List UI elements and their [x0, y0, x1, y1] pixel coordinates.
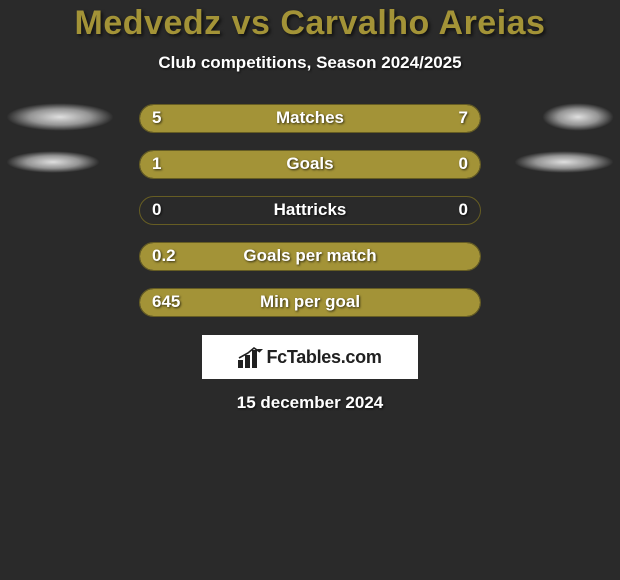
stat-value-right: 7 — [459, 108, 468, 128]
bar-track: Matches 5 7 — [139, 104, 481, 133]
stat-value-left: 0.2 — [152, 246, 176, 266]
stat-label: Goals per match — [243, 246, 376, 266]
stat-value-left: 1 — [152, 154, 161, 174]
comparison-infographic: Medvedz vs Carvalho Areias Club competit… — [0, 0, 620, 413]
stat-value-left: 0 — [152, 200, 161, 220]
stat-row: Matches 5 7 — [0, 103, 620, 133]
bar-track: Goals 1 0 — [139, 150, 481, 179]
stat-value-left: 5 — [152, 108, 161, 128]
stat-value-right: 0 — [459, 154, 468, 174]
logo: FcTables.com — [238, 346, 381, 368]
stat-row: Goals 1 0 — [0, 149, 620, 179]
stat-label: Min per goal — [260, 292, 360, 312]
player-shadow-left — [6, 103, 114, 131]
stat-row: Goals per match 0.2 — [0, 241, 620, 271]
bar-track: Min per goal 645 — [139, 288, 481, 317]
subtitle: Club competitions, Season 2024/2025 — [0, 53, 620, 73]
player-shadow-right — [514, 151, 614, 173]
player-shadow-right — [542, 103, 614, 131]
stat-row: Min per goal 645 — [0, 287, 620, 317]
bar-track: Goals per match 0.2 — [139, 242, 481, 271]
stat-label: Matches — [276, 108, 344, 128]
chart-area: Matches 5 7 Goals 1 0 Hattricks 0 0 Goals per mat… — [0, 103, 620, 317]
logo-box: FcTables.com — [202, 335, 418, 379]
date-text: 15 december 2024 — [0, 393, 620, 413]
bar-track: Hattricks 0 0 — [139, 196, 481, 225]
stat-row: Hattricks 0 0 — [0, 195, 620, 225]
stat-label: Goals — [286, 154, 333, 174]
player-shadow-left — [6, 151, 100, 173]
bar-right-fill — [405, 151, 480, 178]
stat-value-right: 0 — [459, 200, 468, 220]
bars-icon — [238, 346, 264, 368]
page-title: Medvedz vs Carvalho Areias — [0, 4, 620, 43]
stat-value-left: 645 — [152, 292, 180, 312]
bar-left-fill — [140, 151, 405, 178]
stat-label: Hattricks — [274, 200, 347, 220]
logo-text: FcTables.com — [266, 347, 381, 368]
